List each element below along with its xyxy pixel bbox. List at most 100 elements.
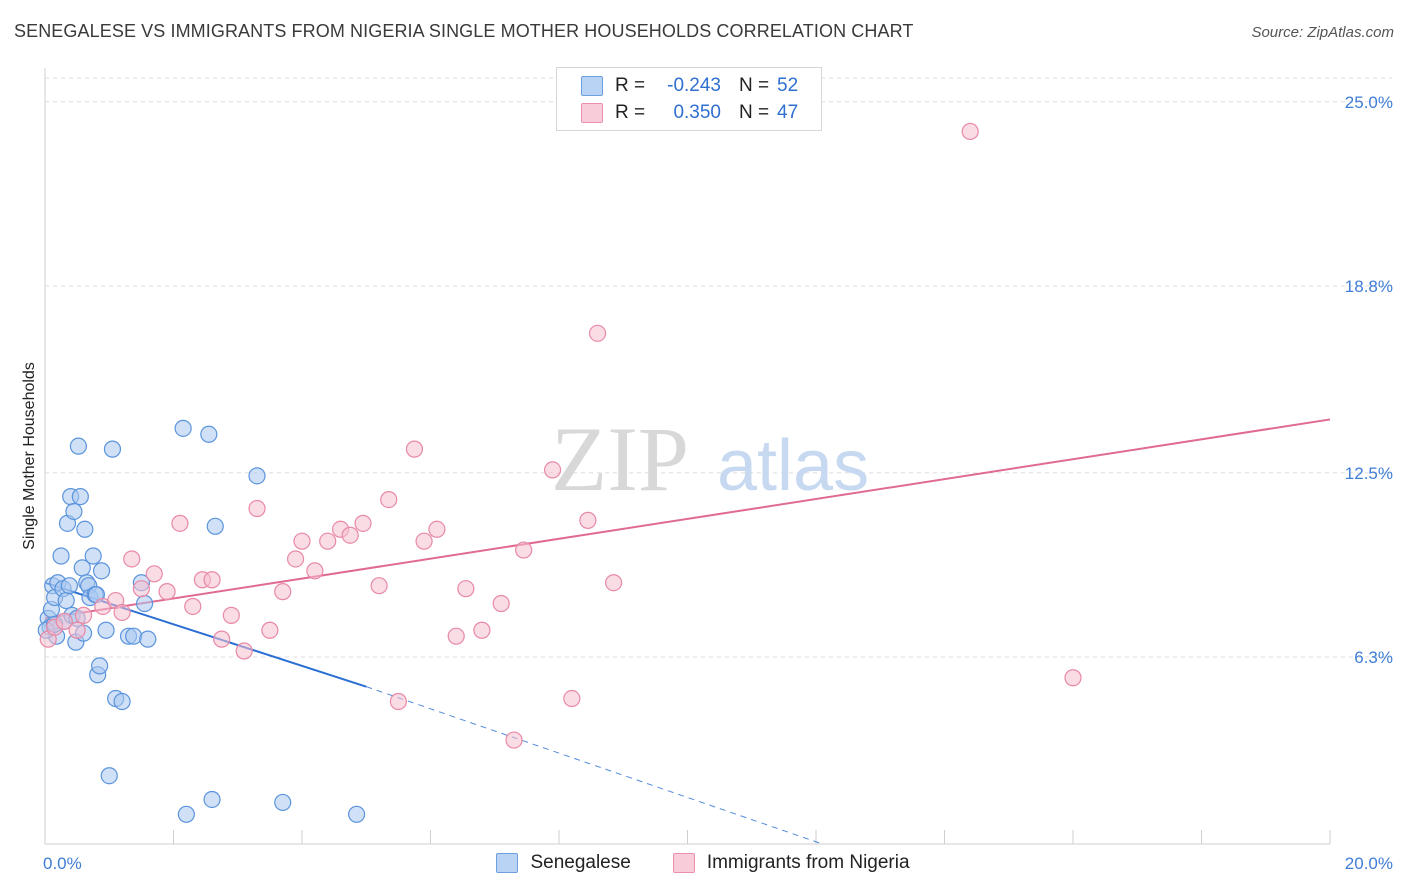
nigeria-point xyxy=(354,514,372,532)
nigeria-point xyxy=(515,541,533,559)
axes xyxy=(44,68,1331,845)
senegalese-point xyxy=(92,562,111,580)
y-tick-label: 12.5% xyxy=(1345,464,1393,483)
senegalese-point xyxy=(125,627,143,645)
senegalese-point xyxy=(206,517,224,535)
x-tick-label-min: 0.0% xyxy=(43,854,82,873)
nigeria-point xyxy=(213,630,231,648)
grid-lines xyxy=(45,77,1392,658)
senegalese-point xyxy=(174,419,192,437)
legend-swatch-blue xyxy=(581,76,603,96)
tick-labels: 6.3% 12.5% 18.8% 25.0% 0.0% 20.0% xyxy=(43,93,1393,873)
senegalese-point xyxy=(52,547,70,565)
legend-row-senegalese: R = -0.243 N = 52 xyxy=(581,73,798,99)
senegalese-point xyxy=(135,594,154,613)
nigeria-point xyxy=(579,511,597,529)
legend-n-value: 52 xyxy=(777,75,799,96)
legend-item-nigeria: Immigrants from Nigeria xyxy=(672,852,910,874)
data-points xyxy=(37,122,1082,823)
nigeria-point xyxy=(74,606,93,624)
nigeria-point xyxy=(341,526,359,544)
nigeria-point xyxy=(123,550,141,568)
legend-row-nigeria: R = 0.350 N = 47 xyxy=(581,100,798,126)
nigeria-point xyxy=(68,621,86,639)
nigeria-point xyxy=(563,689,581,708)
nigeria-trend-line xyxy=(44,418,1331,620)
senegalese-trend-extension xyxy=(366,686,823,845)
nigeria-point xyxy=(370,577,388,595)
nigeria-point xyxy=(158,583,176,601)
nigeria-point xyxy=(961,122,979,141)
nigeria-point xyxy=(222,606,240,624)
legend-swatch-pink xyxy=(581,103,603,123)
legend-swatch-blue xyxy=(496,853,519,873)
series-legend: Senegalese Immigrants from Nigeria xyxy=(0,852,1406,874)
nigeria-point xyxy=(405,440,424,458)
nigeria-point xyxy=(306,562,324,580)
senegalese-point xyxy=(200,425,218,443)
nigeria-point xyxy=(235,642,253,660)
y-tick-label: 18.8% xyxy=(1345,277,1393,296)
legend-r-value: -0.243 xyxy=(667,75,721,96)
legend-swatch-pink xyxy=(672,853,695,873)
nigeria-point xyxy=(145,565,163,583)
legend-n-value: 47 xyxy=(777,102,799,123)
senegalese-point xyxy=(76,520,94,538)
nigeria-point xyxy=(248,499,266,518)
senegalese-point xyxy=(103,440,122,458)
senegalese-point xyxy=(91,657,109,675)
senegalese-point xyxy=(84,547,102,565)
nigeria-point xyxy=(171,514,189,532)
senegalese-point xyxy=(69,437,88,455)
chart-title: SENEGALESE VS IMMIGRANTS FROM NIGERIA SI… xyxy=(14,21,914,41)
senegalese-point xyxy=(71,488,89,506)
senegalese-point xyxy=(348,805,366,823)
nigeria-point xyxy=(380,490,398,509)
x-tick-label-max: 20.0% xyxy=(1345,854,1393,873)
senegalese-point xyxy=(139,630,157,648)
legend-r-value: 0.350 xyxy=(673,102,721,123)
nigeria-point xyxy=(492,594,510,613)
senegalese-point xyxy=(60,577,79,595)
nigeria-point xyxy=(274,583,292,601)
nigeria-point xyxy=(457,580,475,598)
senegalese-point xyxy=(113,692,131,711)
nigeria-point xyxy=(389,692,407,711)
nigeria-point xyxy=(261,621,279,639)
watermark-zip: ZIP xyxy=(551,408,689,510)
nigeria-point xyxy=(1064,669,1082,687)
senegalese-point xyxy=(57,591,75,610)
nigeria-point xyxy=(505,731,523,749)
nigeria-point xyxy=(319,532,337,550)
nigeria-point xyxy=(447,627,465,645)
nigeria-point xyxy=(543,461,562,479)
nigeria-point xyxy=(184,597,202,616)
y-tick-label: 6.3% xyxy=(1354,648,1393,667)
senegalese-point xyxy=(248,467,266,485)
senegalese-point xyxy=(65,502,83,521)
legend-n-label: N = xyxy=(739,75,770,96)
senegalese-point xyxy=(177,805,195,823)
legend-r-label: R = xyxy=(615,102,646,123)
legend-n-label: N = xyxy=(739,102,770,123)
nigeria-point xyxy=(132,580,150,598)
legend-label-senegalese: Senegalese xyxy=(530,852,631,873)
source-note: Source: ZipAtlas.com xyxy=(1251,24,1394,41)
senegalese-point xyxy=(100,767,118,785)
correlation-legend: R = -0.243 N = 52 R = 0.350 N = 47 xyxy=(556,67,822,131)
nigeria-point xyxy=(605,574,623,592)
senegalese-point xyxy=(203,790,221,809)
watermark-atlas: atlas xyxy=(717,426,869,506)
nigeria-point xyxy=(415,532,433,550)
nigeria-point xyxy=(203,571,221,589)
nigeria-point xyxy=(588,324,607,342)
y-tick-label: 25.0% xyxy=(1345,93,1393,112)
legend-item-senegalese: Senegalese xyxy=(496,852,631,874)
y-axis-label: Single Mother Households xyxy=(21,362,38,550)
nigeria-point xyxy=(55,612,73,630)
nigeria-point xyxy=(113,603,131,622)
legend-label-nigeria: Immigrants from Nigeria xyxy=(706,852,910,873)
nigeria-point xyxy=(428,520,446,538)
senegalese-point xyxy=(274,793,292,812)
